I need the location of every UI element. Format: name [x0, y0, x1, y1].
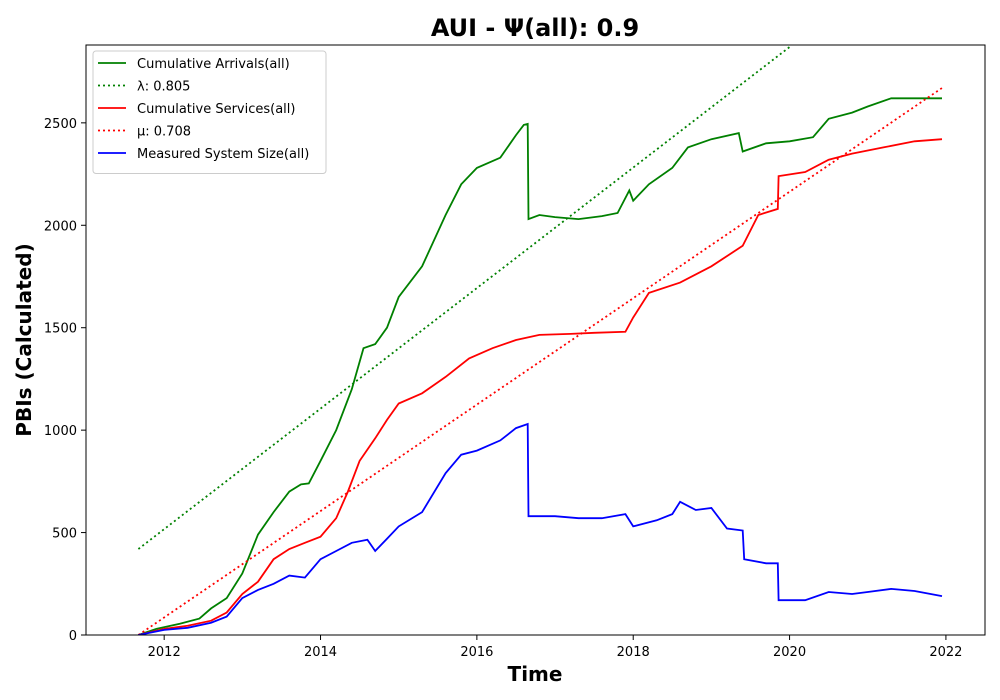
series-line-5 [138, 422, 943, 635]
x-tick-label: 2018 [617, 645, 650, 660]
y-tick-label: 2500 [44, 117, 77, 132]
x-tick-label: 2022 [929, 645, 962, 660]
y-tick-label: 1000 [44, 424, 77, 439]
legend-box [92, 50, 327, 174]
legend-label-2: λ: 0.805 [137, 80, 190, 95]
x-tick-label: 2012 [148, 645, 181, 660]
plot-area: 2012 2014 2016 2018 2020 2022 0 500 1000 1500 2000… [44, 44, 986, 660]
chart-title: AUI - Ψ(all): 0.9 [431, 14, 639, 42]
y-tick-label: 2000 [44, 219, 77, 234]
x-tick-label: 2014 [304, 645, 337, 660]
series-line-4 [137, 87, 943, 635]
series-line-2 [137, 46, 791, 550]
y-tick-label: 500 [52, 527, 77, 542]
series-line-3 [138, 138, 943, 635]
legend: Cumulative Arrivals(all) λ: 0.805 Cumulati… [92, 50, 327, 174]
x-axis-title: Time [508, 662, 563, 686]
y-tick-label: 0 [69, 629, 77, 644]
x-tick-label: 2016 [460, 645, 493, 660]
legend-label-3: Cumulative Services(all) [137, 102, 295, 117]
legend-label-1: Cumulative Arrivals(all) [137, 57, 290, 72]
series-group [137, 46, 943, 635]
legend-label-5: Measured System Size(all) [137, 147, 309, 162]
y-axis-title: PBIs (Calculated) [12, 243, 36, 436]
x-tick-label: 2020 [773, 645, 806, 660]
y-tick-label: 1500 [44, 322, 77, 337]
plot-frame [85, 44, 986, 636]
series-line-1 [138, 97, 942, 635]
legend-label-4: μ: 0.708 [137, 125, 191, 140]
